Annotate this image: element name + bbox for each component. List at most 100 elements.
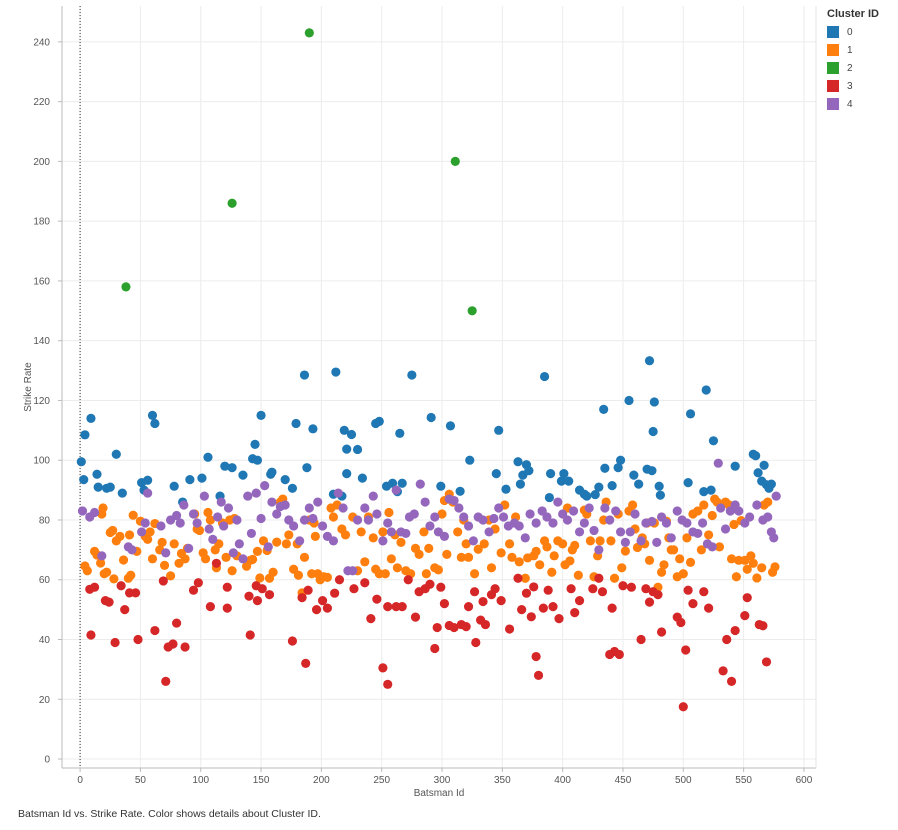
legend-item-4[interactable]: 4 xyxy=(827,95,879,113)
data-point-cluster-3 xyxy=(110,637,120,648)
data-point-cluster-0 xyxy=(654,481,664,491)
data-point-cluster-1 xyxy=(659,560,669,570)
data-point-cluster-3 xyxy=(463,602,474,612)
data-point-cluster-3 xyxy=(180,642,190,652)
data-point-cluster-3 xyxy=(656,627,667,637)
data-point-cluster-3 xyxy=(410,612,421,622)
data-point-cluster-1 xyxy=(169,539,179,549)
data-point-cluster-1 xyxy=(255,573,265,583)
data-point-cluster-1 xyxy=(340,530,351,540)
data-point-cluster-3 xyxy=(150,625,160,636)
data-point-cluster-1 xyxy=(384,507,394,518)
data-point-cluster-0 xyxy=(407,370,417,380)
data-point-cluster-3 xyxy=(490,584,500,594)
data-point-cluster-4 xyxy=(256,513,266,524)
data-point-cluster-4 xyxy=(584,503,594,513)
data-point-cluster-0 xyxy=(252,455,263,465)
data-point-cluster-1 xyxy=(108,525,118,536)
data-point-cluster-0 xyxy=(706,485,716,495)
data-point-cluster-0 xyxy=(150,418,160,429)
x-tick-label: 0 xyxy=(77,775,83,786)
data-point-cluster-1 xyxy=(180,554,190,564)
x-tick-label: 450 xyxy=(615,775,632,786)
data-point-cluster-1 xyxy=(520,573,530,583)
legend-item-0[interactable]: 0 xyxy=(827,23,879,41)
data-point-cluster-0 xyxy=(545,469,556,479)
legend-item-2[interactable]: 2 xyxy=(827,59,879,77)
data-point-cluster-1 xyxy=(360,557,370,567)
data-point-cluster-3 xyxy=(641,584,651,594)
data-point-cluster-1 xyxy=(585,536,596,546)
data-point-cluster-4 xyxy=(213,512,223,522)
data-point-cluster-4 xyxy=(713,458,723,468)
y-tick-label: 220 xyxy=(33,97,50,108)
data-point-cluster-3 xyxy=(252,596,263,606)
data-point-cluster-1 xyxy=(656,567,667,577)
data-point-cluster-3 xyxy=(461,622,471,632)
data-point-cluster-3 xyxy=(496,596,506,606)
data-point-cluster-0 xyxy=(615,455,626,465)
data-point-cluster-1 xyxy=(504,539,515,549)
data-point-cluster-3 xyxy=(504,624,515,634)
data-point-cluster-1 xyxy=(595,536,605,546)
data-point-cluster-0 xyxy=(624,395,634,406)
data-point-cluster-4 xyxy=(348,566,358,576)
data-point-cluster-1 xyxy=(392,563,402,573)
data-point-cluster-1 xyxy=(479,539,489,549)
data-point-cluster-4 xyxy=(352,515,363,525)
data-point-cluster-1 xyxy=(424,543,434,553)
data-point-cluster-0 xyxy=(559,469,569,479)
data-point-cluster-1 xyxy=(200,554,211,564)
data-point-cluster-4 xyxy=(308,513,318,524)
data-point-cluster-3 xyxy=(722,634,732,645)
data-point-cluster-0 xyxy=(759,460,769,470)
data-point-cluster-3 xyxy=(287,636,298,646)
data-point-cluster-4 xyxy=(611,506,621,516)
legend-item-3[interactable]: 3 xyxy=(827,77,879,95)
data-point-cluster-3 xyxy=(330,588,340,598)
data-point-cluster-4 xyxy=(771,491,781,501)
data-point-cluster-4 xyxy=(184,543,194,553)
data-point-cluster-0 xyxy=(564,476,574,486)
data-point-cluster-1 xyxy=(118,555,129,565)
data-point-cluster-0 xyxy=(600,463,610,473)
legend-item-1[interactable]: 1 xyxy=(827,41,879,59)
data-point-cluster-3 xyxy=(636,634,646,645)
data-point-cluster-0 xyxy=(352,444,363,455)
data-point-cluster-4 xyxy=(156,521,166,531)
data-point-cluster-0 xyxy=(387,478,398,488)
data-point-cluster-3 xyxy=(349,584,359,594)
data-point-cluster-1 xyxy=(328,512,339,522)
data-point-cluster-1 xyxy=(437,509,447,519)
data-point-cluster-3 xyxy=(449,622,459,633)
data-point-cluster-0 xyxy=(346,429,357,440)
data-point-cluster-1 xyxy=(685,557,696,568)
data-point-cluster-4 xyxy=(745,512,755,522)
data-point-cluster-4 xyxy=(232,515,242,525)
data-point-cluster-4 xyxy=(383,518,393,528)
data-point-cluster-3 xyxy=(120,605,130,615)
data-point-cluster-4 xyxy=(313,497,323,507)
data-point-cluster-4 xyxy=(449,495,459,506)
data-point-cluster-1 xyxy=(693,506,703,516)
data-point-cluster-4 xyxy=(553,497,563,507)
data-point-cluster-4 xyxy=(630,509,640,519)
data-point-cluster-3 xyxy=(570,608,580,618)
data-point-cluster-1 xyxy=(486,563,497,573)
data-point-cluster-1 xyxy=(726,554,737,564)
data-point-cluster-3 xyxy=(172,618,182,628)
data-point-cluster-1 xyxy=(757,563,767,573)
data-point-cluster-0 xyxy=(426,412,436,423)
grid xyxy=(62,6,816,768)
data-point-cluster-4 xyxy=(520,533,530,543)
data-point-cluster-0 xyxy=(76,457,86,467)
data-point-cluster-3 xyxy=(607,603,617,613)
data-point-cluster-0 xyxy=(708,436,719,446)
data-point-cluster-3 xyxy=(597,587,608,597)
data-point-cluster-1 xyxy=(620,546,630,556)
data-point-cluster-3 xyxy=(726,676,737,686)
data-point-cluster-4 xyxy=(77,506,88,516)
data-point-cluster-1 xyxy=(356,527,366,537)
data-point-cluster-4 xyxy=(600,503,610,513)
